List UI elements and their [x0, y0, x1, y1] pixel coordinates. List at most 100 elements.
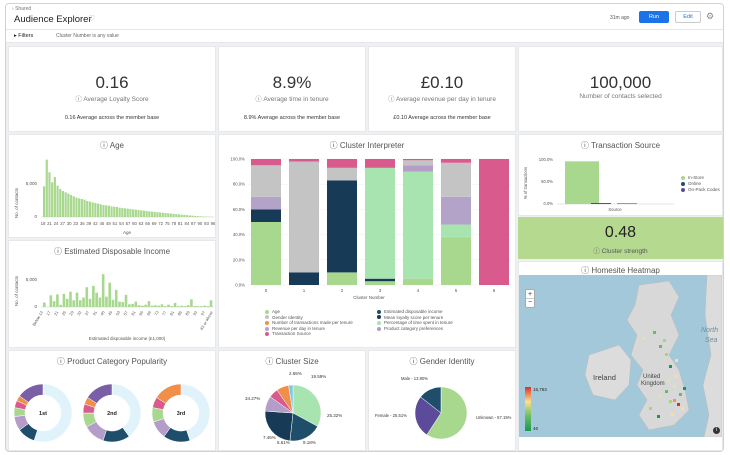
legend-item[interactable]: Percentage of time spent in tenure [377, 320, 453, 325]
x-tick: 87 [191, 221, 196, 226]
age-bar [105, 205, 108, 217]
donut-label: 1st [39, 411, 47, 417]
age-bar [83, 199, 86, 217]
interp-bar-segment [403, 278, 433, 285]
info-icon[interactable]: ⓘ [265, 357, 274, 366]
pie-label: Unknown - 57.15% [476, 415, 512, 420]
age-bar [67, 193, 70, 217]
legend-item[interactable]: Revenue per day in tenure [265, 326, 325, 331]
x-tick: 6 [493, 288, 496, 293]
info-icon[interactable]: ⓘ [53, 247, 62, 256]
filters-toggle[interactable]: ▸ Filters [14, 33, 33, 39]
info-icon[interactable]: ⓘ [388, 96, 395, 103]
caret-right-icon: ▸ [14, 33, 17, 39]
heatmap-map[interactable]: North Sea Ireland United Kingdom + − 15,… [519, 275, 722, 437]
age-bar [61, 191, 65, 217]
legend-item[interactable]: Product category preferences [377, 326, 443, 331]
income-bar [173, 302, 177, 307]
chevron-right-icon: › [12, 6, 14, 12]
zoom-out-button[interactable]: − [527, 299, 533, 306]
heat-cell [677, 403, 680, 406]
age-bar [80, 199, 83, 217]
income-bar [203, 305, 206, 307]
kpi-value: 8.9% [272, 73, 312, 92]
pie-slice [288, 384, 294, 414]
info-icon[interactable]: ⓘ [580, 141, 589, 150]
cluster-size-tile: ⓘ Cluster Size 2.65% 19.59% 34.27% 25.32… [218, 350, 366, 451]
map-canvas[interactable]: North Sea Ireland United Kingdom [519, 275, 722, 437]
legend-item[interactable]: On-Pack Codes [681, 187, 720, 192]
info-icon[interactable]: ⓘ [409, 357, 418, 366]
x-tick: 25 [60, 309, 67, 316]
income-bar [118, 301, 121, 307]
income-bar [124, 294, 128, 307]
income-bar [193, 306, 196, 307]
age-bar [56, 185, 59, 217]
age-bar [134, 209, 137, 217]
info-icon[interactable]: ⓘ [56, 357, 65, 366]
interp-bar-segment [289, 159, 319, 162]
filters-label[interactable]: Filters [18, 33, 34, 39]
breadcrumb-label[interactable]: Shared [15, 6, 32, 12]
edit-button[interactable]: Edit [675, 11, 701, 23]
cluster-interpreter-tile: ⓘ Cluster Interpreter 100.0% 80.0% 60.0% 40… [218, 134, 516, 348]
legend-item[interactable]: Number of transactions made per tenure [265, 320, 353, 325]
interp-bar-segment [441, 224, 471, 238]
favorite-heart-icon[interactable]: ♡ [88, 14, 96, 23]
income-bar [180, 305, 183, 307]
legend-item[interactable]: Estimated disposable income [377, 309, 443, 314]
tile-title: ⓘ Gender Identity [409, 357, 475, 366]
legend-item[interactable]: Gender Identity [265, 315, 303, 320]
age-bar [142, 210, 145, 217]
legend-item[interactable]: Transaction Source [265, 331, 311, 336]
income-bar [82, 297, 85, 307]
category-popularity-tile: ⓘ Product Category Popularity 1st 2nd 3rd [8, 350, 216, 451]
map-label-united: United [643, 374, 660, 380]
zoom-in-button[interactable]: + [526, 291, 534, 299]
legend-item[interactable]: In-Store [681, 175, 704, 180]
tile-title: ⓘ Transaction Source [580, 141, 661, 150]
x-tick: 39 [86, 221, 91, 226]
pie-label: Female - 25.51% [375, 413, 407, 418]
y-tick: 60.0% [233, 207, 245, 212]
filter-summary[interactable]: Cluster Number is any value [56, 33, 119, 39]
info-icon[interactable]: i [713, 427, 720, 434]
x-tick: 69 [145, 309, 152, 316]
pie-label: 19.59% [311, 374, 326, 379]
donut-segment [33, 383, 73, 443]
info-icon[interactable]: ⓘ [255, 96, 262, 103]
legend-max: 15,753 [533, 387, 547, 392]
run-button[interactable]: Run [639, 11, 669, 23]
tile-title: ⓘ Product Category Popularity [56, 357, 168, 366]
legend-swatch [377, 326, 381, 331]
x-tick: 4 [417, 288, 420, 293]
age-bar [88, 201, 92, 217]
y-axis-label: % of transactions [523, 167, 528, 199]
legend-item[interactable]: Mean loyalty score per tenure [377, 315, 443, 320]
heat-cell [675, 375, 678, 378]
info-icon[interactable]: ⓘ [75, 96, 82, 103]
info-icon[interactable]: ⓘ [329, 141, 338, 150]
legend-label: Product category preferences [384, 325, 444, 331]
heat-cell [649, 407, 652, 410]
gear-icon[interactable]: ⚙ [706, 11, 715, 21]
info-icon[interactable]: ⓘ [593, 248, 600, 255]
income-bar [141, 305, 144, 307]
info-icon[interactable]: ⓘ [581, 266, 590, 275]
info-icon[interactable]: ⓘ [99, 141, 108, 150]
heat-cell [659, 345, 662, 348]
legend-item[interactable]: Online [681, 181, 701, 186]
legend-swatch [265, 332, 269, 337]
legend-item[interactable]: Age [265, 309, 280, 314]
donut-label: 2nd [107, 411, 117, 417]
age-bar [115, 207, 119, 217]
x-tick: 45 [99, 221, 104, 226]
y-axis-label: No. of contacts [14, 275, 19, 306]
breadcrumb[interactable]: › Shared [12, 6, 31, 12]
income-bar [98, 297, 102, 307]
income-bar [170, 306, 174, 307]
age-bar [132, 209, 135, 217]
map-label-kingdom: Kingdom [641, 381, 665, 387]
interp-bar-segment [365, 281, 395, 285]
y-tick: 50.0% [541, 179, 553, 184]
